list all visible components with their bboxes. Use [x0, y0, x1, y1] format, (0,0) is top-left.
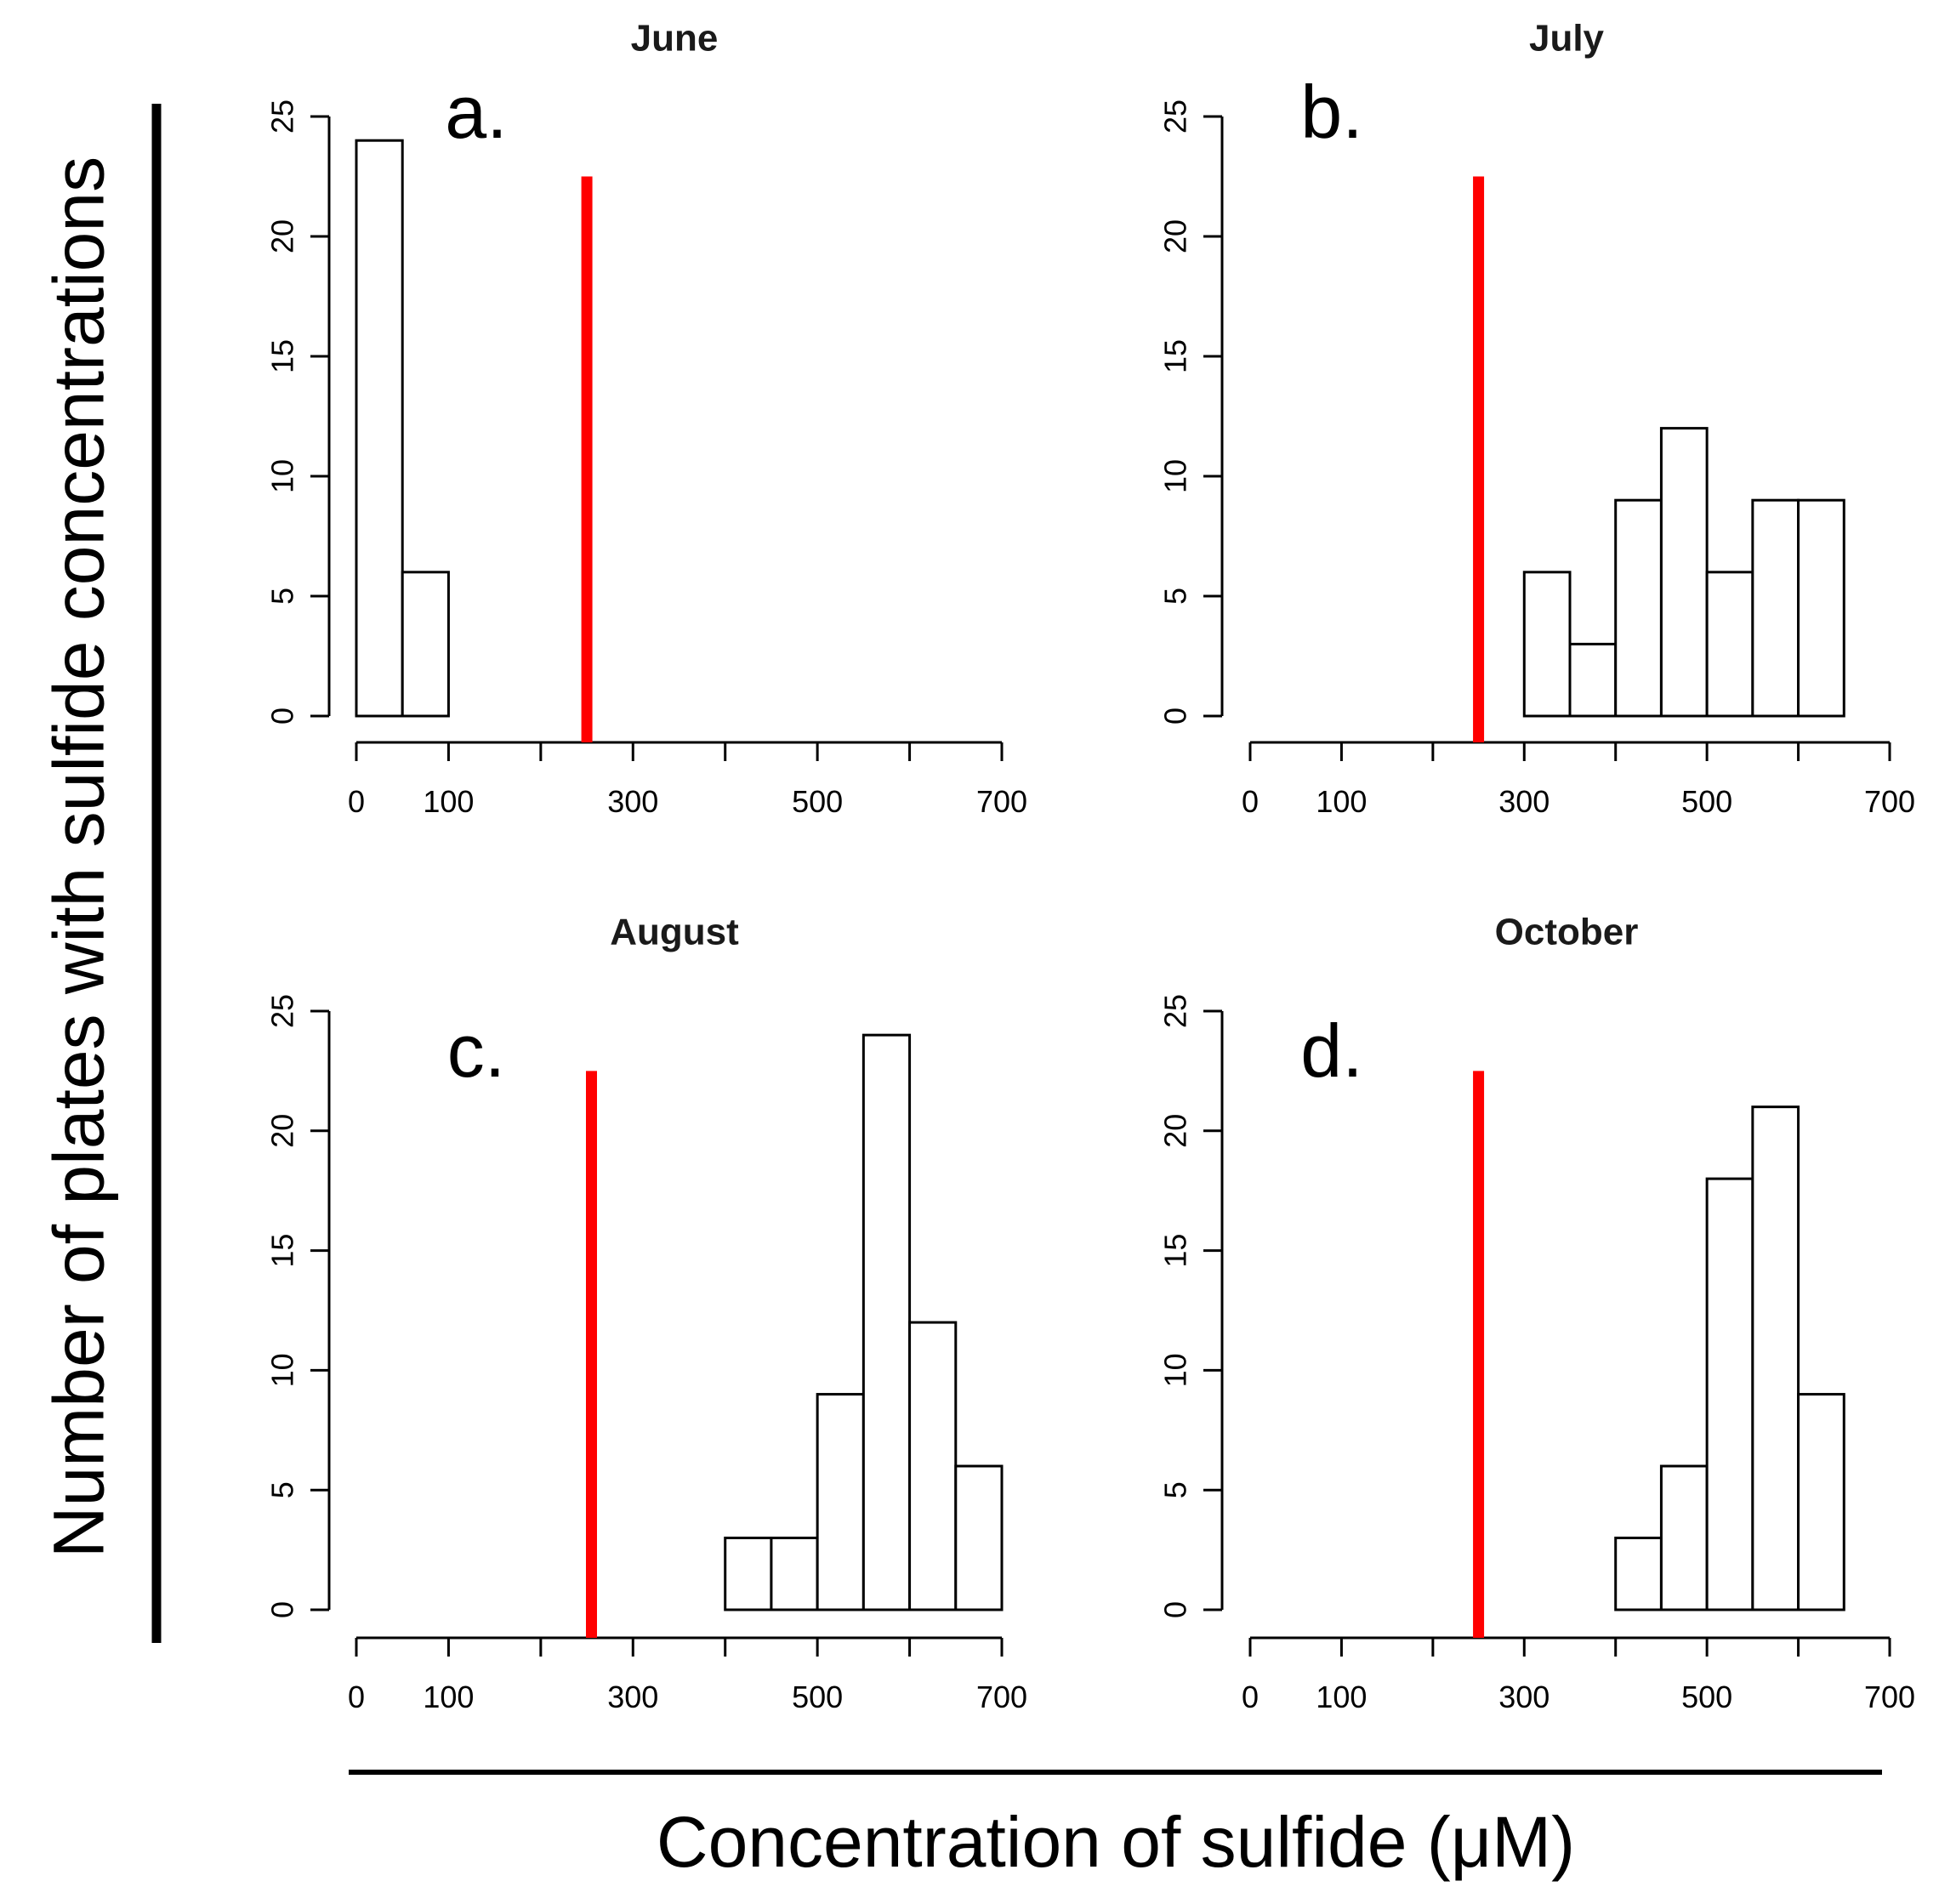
x-tick-label: 700	[1864, 1679, 1915, 1714]
histogram-panel-june: June a. 0 5 10 15 20 25 0 100 300 500 700	[265, 18, 1028, 819]
x-axis-title: Concentration of sulfide (μM)	[657, 1802, 1575, 1882]
y-tick-label: 10	[265, 1353, 300, 1387]
y-tick-label: 15	[1158, 1234, 1193, 1268]
y-tick-label: 5	[1158, 1481, 1193, 1498]
histogram-bar	[861, 1033, 912, 1611]
x-tick-label: 500	[1681, 784, 1732, 819]
y-tick-label: 25	[265, 994, 300, 1028]
panel-letter: b.	[1300, 70, 1362, 154]
y-tick-label: 20	[1158, 219, 1193, 253]
x-tick-label: 700	[1864, 784, 1915, 819]
histogram-bar	[1705, 571, 1754, 718]
histogram-bar	[1797, 498, 1845, 718]
histogram-bar	[816, 1393, 865, 1611]
x-tick-label: 300	[1498, 784, 1549, 819]
histogram-bar	[1797, 1393, 1845, 1611]
histogram-bar	[1522, 571, 1572, 718]
panel-letter: a.	[445, 70, 507, 154]
y-tick-label: 5	[1158, 588, 1193, 605]
y-tick-label: 25	[265, 99, 300, 134]
histogram-bar	[954, 1464, 1004, 1611]
x-tick-label: 100	[423, 784, 474, 819]
histogram-bar	[1705, 1177, 1754, 1611]
x-tick-label: 100	[423, 1679, 474, 1714]
histogram-bar	[401, 571, 450, 718]
x-tick-label: 300	[607, 1679, 658, 1714]
histogram-panel-october: October d. 0 5 10 15 20 25 0 100 300 500 700	[1158, 912, 1916, 1714]
x-tick-label: 100	[1316, 784, 1367, 819]
x-tick-label: 100	[1316, 1679, 1367, 1714]
x-tick-label: 500	[792, 784, 843, 819]
histogram-bar	[1568, 642, 1618, 718]
panel-letter: d.	[1300, 1009, 1362, 1093]
panel-title: October	[1495, 912, 1639, 953]
histogram-panel-july: July b. 0 5 10 15 20 25 0 100 300 500 700	[1158, 18, 1916, 819]
histogram-bar	[1659, 427, 1709, 718]
histogram-bar	[770, 1537, 819, 1611]
x-tick-label: 700	[976, 1679, 1027, 1714]
y-tick-label: 20	[265, 219, 300, 253]
x-tick-label: 0	[348, 1679, 365, 1714]
histogram-bar	[1614, 498, 1663, 718]
y-tick-label: 5	[265, 588, 300, 605]
histogram-bar	[355, 139, 404, 718]
y-tick-label: 0	[1158, 1601, 1193, 1618]
panel-title: June	[631, 18, 719, 60]
y-tick-label: 20	[265, 1114, 300, 1148]
x-tick-label: 0	[348, 784, 365, 819]
x-tick-label: 0	[1242, 784, 1259, 819]
y-tick-label: 0	[1158, 708, 1193, 725]
panel-title: July	[1529, 18, 1605, 60]
histogram-bar	[1751, 498, 1800, 718]
panel-title: August	[610, 912, 739, 953]
y-tick-label: 20	[1158, 1114, 1193, 1148]
y-tick-label: 10	[1158, 459, 1193, 493]
y-tick-label: 10	[1158, 1353, 1193, 1387]
y-tick-label: 15	[265, 1234, 300, 1268]
y-axis-title: Number of plates with sulfide concentrat…	[38, 156, 118, 1558]
x-tick-label: 500	[1681, 1679, 1732, 1714]
histogram-bar	[1751, 1105, 1800, 1611]
y-tick-label: 15	[265, 339, 300, 373]
histogram-bar	[1614, 1537, 1663, 1611]
histogram-bar	[724, 1537, 773, 1611]
x-tick-label: 300	[607, 784, 658, 819]
histogram-panel-august: August c. 0 5 10 15 20 25 0 100 300 500 700	[265, 912, 1028, 1714]
y-tick-label: 0	[265, 708, 300, 725]
y-tick-label: 0	[265, 1601, 300, 1618]
histogram-bar	[1659, 1464, 1709, 1611]
y-tick-label: 10	[265, 459, 300, 493]
panel-letter: c.	[447, 1009, 505, 1093]
y-tick-label: 15	[1158, 339, 1193, 373]
y-tick-label: 5	[265, 1481, 300, 1498]
y-tick-label: 25	[1158, 99, 1193, 134]
histogram-bar	[908, 1321, 958, 1611]
x-tick-label: 500	[792, 1679, 843, 1714]
x-tick-label: 700	[976, 784, 1027, 819]
x-tick-label: 0	[1242, 1679, 1259, 1714]
y-tick-label: 25	[1158, 994, 1193, 1028]
x-tick-label: 300	[1498, 1679, 1549, 1714]
